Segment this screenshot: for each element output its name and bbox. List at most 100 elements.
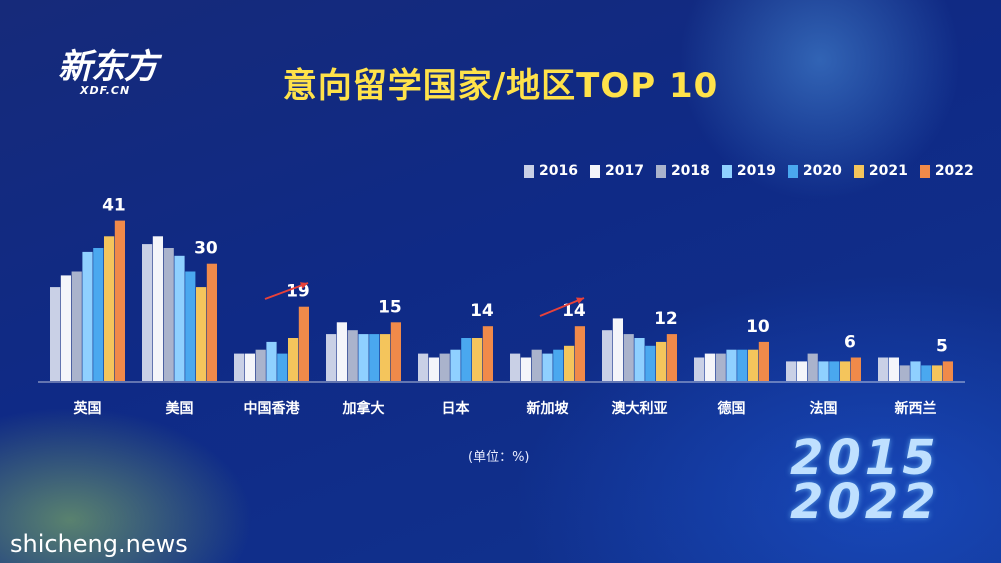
- bar-法国-2017: [796, 361, 807, 381]
- data-label: 14: [470, 301, 494, 321]
- bar-新加坡-2020: [553, 349, 564, 381]
- bar-美国-2022: [206, 263, 217, 381]
- bar-日本-2017: [428, 357, 439, 381]
- bar-英国-2022: [114, 220, 125, 381]
- legend-label: 2021: [868, 163, 908, 179]
- bar-澳大利亚-2019: [634, 338, 645, 381]
- legend-item-2018: 2018: [655, 163, 710, 179]
- legend-item-2017: 2017: [589, 163, 644, 179]
- bar-法国-2019: [818, 361, 829, 381]
- bar-澳大利亚-2021: [656, 341, 667, 381]
- legend-item-2021: 2021: [853, 163, 908, 179]
- legend-label: 2018: [670, 163, 710, 179]
- bar-德国-2019: [726, 349, 737, 381]
- category-label: 德国: [718, 400, 746, 417]
- category-label: 中国香港: [244, 400, 301, 417]
- bar-中国香港-2022: [298, 306, 309, 381]
- bar-日本-2019: [450, 349, 461, 381]
- bar-英国-2018: [71, 271, 82, 381]
- bar-新加坡-2018: [531, 349, 542, 381]
- source-watermark: shicheng.news: [10, 530, 188, 558]
- legend-swatch: [655, 164, 666, 178]
- legend-swatch: [524, 164, 534, 178]
- bar-日本-2018: [439, 353, 450, 381]
- legend-swatch: [721, 164, 732, 178]
- unit-label: (单位：%): [468, 450, 530, 465]
- bar-法国-2018: [807, 353, 818, 381]
- bar-中国香港-2018: [255, 349, 266, 381]
- bar-美国-2017: [152, 236, 163, 381]
- bar-加拿大-2016: [326, 334, 337, 381]
- bar-澳大利亚-2020: [645, 345, 656, 381]
- bar-德国-2016: [694, 357, 705, 381]
- bar-德国-2017: [704, 353, 715, 381]
- bar-法国-2022: [850, 357, 861, 381]
- bar-新西兰-2019: [910, 361, 921, 381]
- bar-英国-2021: [104, 236, 115, 381]
- legend-item-2022: 2022: [919, 163, 974, 179]
- legend-label: 2019: [736, 163, 776, 179]
- bar-法国-2020: [829, 361, 840, 381]
- bar-中国香港-2021: [288, 338, 299, 381]
- bar-日本-2020: [461, 338, 472, 381]
- bar-德国-2020: [737, 349, 748, 381]
- data-label: 14: [562, 301, 586, 321]
- category-label: 美国: [166, 400, 194, 417]
- bar-新西兰-2020: [921, 365, 932, 381]
- legend-label: 2020: [802, 163, 842, 179]
- category-label: 澳大利亚: [612, 400, 668, 417]
- category-label: 新加坡: [527, 400, 570, 417]
- year-range-badge: 2015 2022: [790, 430, 940, 530]
- bar-新西兰-2018: [899, 365, 910, 381]
- legend-label: 2017: [604, 163, 644, 179]
- bar-加拿大-2020: [369, 334, 380, 381]
- logo-main-text: 新东方: [58, 47, 158, 87]
- bar-新加坡-2019: [542, 353, 553, 381]
- bar-日本-2016: [418, 353, 429, 381]
- category-label: 法国: [810, 400, 838, 417]
- bar-澳大利亚-2017: [612, 318, 623, 381]
- bar-美国-2020: [185, 271, 196, 381]
- data-label: 5: [936, 336, 948, 356]
- bar-新西兰-2016: [878, 357, 889, 381]
- data-label: 30: [194, 239, 218, 259]
- bar-澳大利亚-2022: [666, 334, 677, 381]
- year-badge-bottom: 2022: [790, 474, 940, 530]
- legend-swatch: [853, 164, 864, 178]
- data-label: 15: [378, 297, 402, 317]
- legend-swatch: [589, 164, 600, 178]
- bar-法国-2021: [840, 361, 851, 381]
- bar-法国-2016: [786, 361, 797, 381]
- bar-加拿大-2019: [358, 334, 369, 381]
- bar-英国-2017: [60, 275, 71, 381]
- bar-德国-2021: [748, 349, 759, 381]
- bar-英国-2016: [50, 287, 61, 381]
- chart-legend: 2016 2017 2018 2019 2020 2021 2022: [524, 163, 974, 179]
- xdf-logo: 新东方 XDF.CN: [58, 47, 158, 97]
- category-label: 英国: [73, 400, 102, 417]
- data-label: 41: [102, 196, 126, 216]
- bar-中国香港-2019: [266, 341, 277, 381]
- data-label: 12: [654, 309, 678, 329]
- year-badge-top: 2015: [790, 430, 940, 486]
- bar-日本-2021: [472, 338, 483, 381]
- legend-swatch: [919, 164, 930, 178]
- category-label: 新西兰: [895, 400, 937, 417]
- bar-日本-2022: [482, 326, 493, 381]
- bar-新西兰-2021: [932, 365, 943, 381]
- bar-英国-2020: [93, 248, 104, 381]
- bar-新加坡-2021: [564, 345, 575, 381]
- bar-德国-2022: [758, 341, 769, 381]
- bar-新加坡-2022: [574, 326, 585, 381]
- category-label: 加拿大: [342, 400, 385, 417]
- bar-英国-2019: [82, 251, 93, 381]
- legend-swatch: [787, 164, 798, 178]
- bar-中国香港-2017: [244, 353, 255, 381]
- trend-arrow-hongkong-icon: [264, 282, 309, 300]
- bar-加拿大-2022: [390, 322, 401, 381]
- logo-sub-text: XDF.CN: [80, 84, 131, 97]
- bar-新西兰-2022: [942, 361, 953, 381]
- bar-美国-2018: [163, 248, 174, 381]
